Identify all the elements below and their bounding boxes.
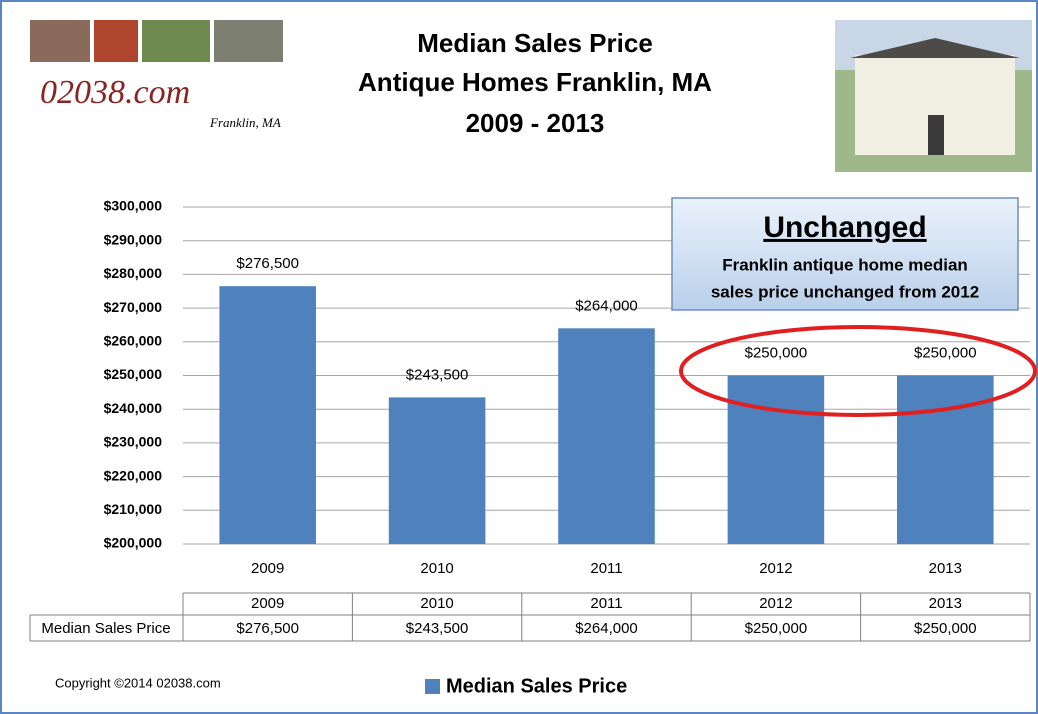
table-cell: $250,000	[914, 620, 977, 637]
annotation-box	[671, 197, 1019, 311]
table-header: 2009	[251, 595, 284, 612]
table-header: 2012	[759, 595, 792, 612]
logo: 02038.com	[40, 74, 190, 111]
y-tick-label: $200,000	[104, 535, 163, 551]
legend-swatch	[425, 679, 440, 694]
chart-title: 2009 - 2013	[466, 108, 605, 138]
copyright: Copyright ©2014 02038.com	[55, 675, 221, 690]
y-tick-label: $230,000	[104, 434, 163, 450]
logo-place: Franklin, MA	[209, 115, 281, 130]
y-tick-label: $280,000	[104, 265, 163, 281]
data-label: $243,500	[406, 366, 469, 383]
data-label: $276,500	[236, 255, 299, 272]
annotation-text: Franklin antique home median	[722, 255, 968, 274]
table-header: 2013	[929, 595, 962, 612]
bar	[219, 286, 316, 544]
legend-label: Median Sales Price	[446, 675, 627, 697]
table-cell: $250,000	[745, 620, 808, 637]
bar	[897, 375, 994, 544]
photo-strip	[30, 20, 283, 62]
table-cell: $264,000	[575, 620, 638, 637]
y-tick-label: $240,000	[104, 400, 163, 416]
table-header: 2010	[420, 595, 453, 612]
bar	[558, 328, 655, 544]
table-cell: $276,500	[236, 620, 299, 637]
table-header: 2011	[590, 595, 622, 612]
x-tick-label: 2010	[420, 560, 453, 577]
table-cell: $243,500	[406, 620, 469, 637]
chart-title: Median Sales Price	[417, 28, 653, 58]
table-row-label: Median Sales Price	[41, 620, 170, 637]
y-tick-label: $270,000	[104, 299, 163, 315]
data-label: $264,000	[575, 297, 638, 314]
bar	[388, 397, 486, 544]
x-tick-label: 2013	[929, 560, 962, 577]
y-tick-label: $250,000	[104, 366, 163, 382]
house-photo	[835, 20, 1032, 172]
annotation-heading: Unchanged	[763, 211, 926, 244]
y-tick-label: $220,000	[104, 467, 163, 483]
y-tick-label: $260,000	[104, 333, 163, 349]
x-tick-label: 2009	[251, 560, 284, 577]
x-tick-label: 2012	[759, 560, 792, 577]
y-tick-label: $300,000	[104, 198, 163, 214]
data-label: $250,000	[745, 344, 808, 361]
y-tick-label: $290,000	[104, 231, 163, 247]
highlight-ellipse	[679, 325, 1037, 417]
chart-title: Antique Homes Franklin, MA	[358, 67, 712, 97]
data-label: $250,000	[914, 344, 977, 361]
x-tick-label: 2011	[590, 560, 622, 577]
bar	[727, 375, 825, 544]
annotation-text: sales price unchanged from 2012	[711, 282, 979, 301]
y-tick-label: $210,000	[104, 501, 163, 517]
